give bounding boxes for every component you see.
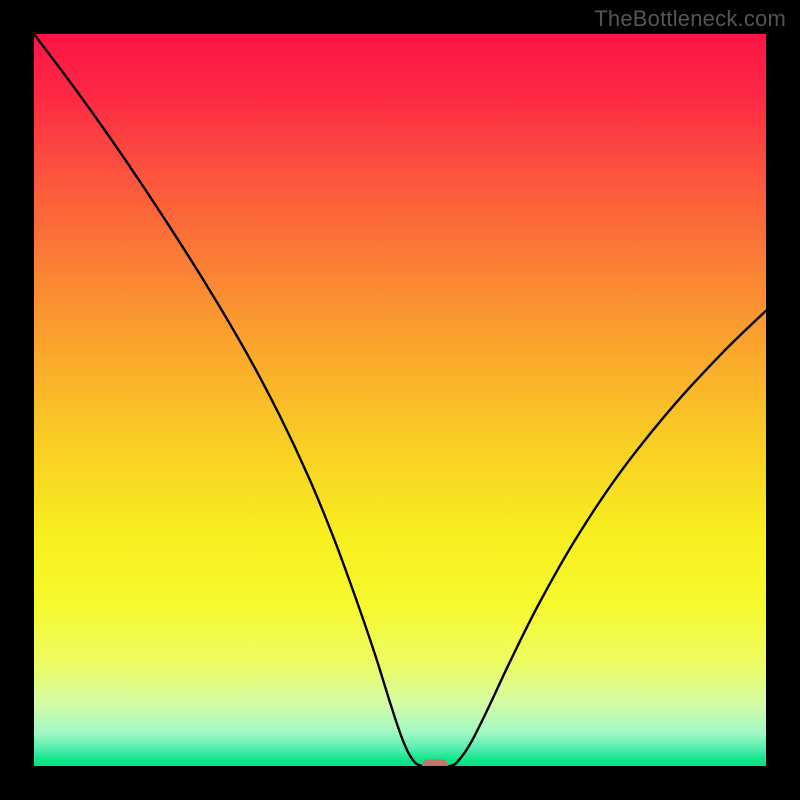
bottleneck-chart bbox=[0, 0, 800, 800]
gradient-background bbox=[34, 34, 766, 766]
watermark-text: TheBottleneck.com bbox=[594, 6, 786, 32]
chart-container: { "watermark": { "text": "TheBottleneck.… bbox=[0, 0, 800, 800]
